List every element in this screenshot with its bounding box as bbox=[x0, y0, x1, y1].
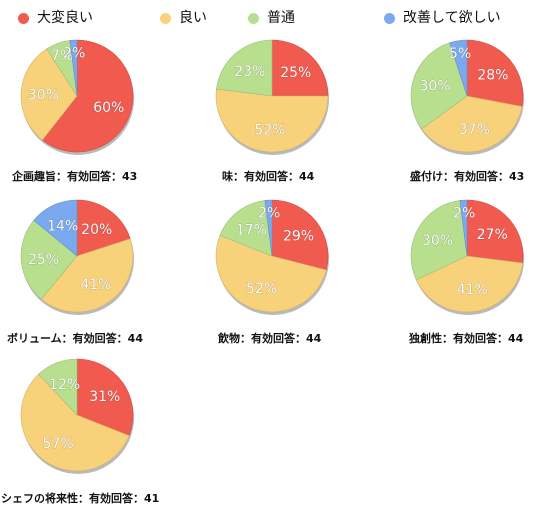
pie-chart-4: 20% 41% 25% 14% bbox=[11, 190, 143, 322]
pie-slice-label-great: 29% bbox=[283, 228, 314, 244]
pie-slice-label-good: 41% bbox=[80, 277, 111, 293]
pie-slice-good bbox=[215, 234, 327, 313]
pie-svg: 25% 52% 23% bbox=[215, 39, 329, 155]
pie-chart-3: 28% 37% 30% 5% bbox=[401, 30, 533, 162]
pie-slice-normal bbox=[410, 42, 468, 130]
pie-svg: 20% 41% 25% 14% bbox=[20, 199, 134, 315]
legend-item-great: 大変良い bbox=[18, 8, 93, 28]
pie-caption: 独創性：有効回答：44 bbox=[409, 332, 524, 345]
pie-slice-label-normal: 12% bbox=[49, 377, 80, 393]
legend-swatch-good bbox=[160, 12, 171, 24]
pie-slice-label-improve: 5% bbox=[449, 46, 471, 62]
pie-slice-label-normal: 30% bbox=[422, 233, 453, 249]
pie-caption: 企画趣旨：有効回答：43 bbox=[12, 170, 138, 183]
pie-chart-5: 29% 52% 17% 2% bbox=[206, 190, 338, 322]
pie-slice-normal bbox=[219, 200, 273, 257]
pie-slice-label-good: 52% bbox=[246, 281, 277, 297]
pie-slice-normal bbox=[216, 39, 273, 97]
pie-svg: 60% 30% 7%2% bbox=[20, 39, 134, 155]
pie-slice-label-improve: 14% bbox=[47, 219, 78, 235]
pie-slice-label-normal: 17% bbox=[236, 222, 267, 238]
pie-slice-label-normal: 30% bbox=[419, 79, 450, 95]
pie-slice-normal bbox=[20, 219, 78, 300]
pie-slice-label-great: 20% bbox=[81, 222, 112, 238]
pie-slice-label-good: 30% bbox=[28, 87, 59, 103]
pie-slice-label-great: 27% bbox=[477, 227, 508, 243]
legend-label-good: 良い bbox=[179, 10, 207, 26]
pie-slice-label-normal: 7% bbox=[51, 48, 73, 64]
pie-slice-normal bbox=[38, 358, 78, 416]
legend-label-normal: 普通 bbox=[267, 10, 295, 26]
pie-slice-great bbox=[466, 199, 524, 264]
legend-label-improve: 改善して欲しい bbox=[403, 10, 501, 26]
legend-swatch-normal bbox=[248, 12, 259, 24]
pie-slice-label-great: 60% bbox=[93, 100, 124, 116]
pie-slice-great bbox=[76, 358, 134, 437]
pie-caption: ボリューム：有効回答：44 bbox=[7, 332, 143, 345]
pie-slice-good bbox=[20, 373, 130, 472]
pie-slice-improve bbox=[33, 199, 78, 257]
pie-slice-great bbox=[76, 199, 131, 257]
pie-slice-label-normal: 25% bbox=[28, 252, 59, 268]
pie-slice-label-good: 41% bbox=[457, 282, 488, 298]
legend-swatch-great bbox=[18, 12, 29, 24]
pie-chart-6: 27% 41% 30% 2% bbox=[401, 190, 533, 322]
pie-slice-label-improve: 2% bbox=[453, 205, 475, 221]
pie-slice-good bbox=[415, 255, 523, 313]
pie-slice-label-great: 28% bbox=[477, 68, 508, 84]
pie-slice-improve bbox=[459, 199, 468, 257]
pie-chart-7: 31% 57% 12% bbox=[11, 349, 143, 481]
pie-slice-normal bbox=[410, 200, 468, 281]
pie-slice-great bbox=[271, 199, 329, 271]
pie-chart-2: 25% 52% 23% bbox=[206, 30, 338, 162]
pie-caption: 盛付け：有効回答：43 bbox=[410, 170, 525, 183]
pie-svg: 27% 41% 30%2% bbox=[410, 199, 524, 315]
pie-slice-good bbox=[40, 238, 134, 313]
legend: 大変良い 良い 普通 改善して欲しい bbox=[0, 8, 535, 28]
pie-caption: 飲物：有効回答：44 bbox=[218, 332, 322, 345]
pie-caption: 味：有効回答：44 bbox=[222, 170, 315, 183]
pie-slice-improve bbox=[449, 39, 468, 97]
pie-slice-label-great: 31% bbox=[89, 389, 120, 405]
pie-slice-label-good: 57% bbox=[43, 436, 74, 452]
pie-slice-label-good: 52% bbox=[254, 123, 285, 139]
pie-slice-improve bbox=[264, 199, 273, 257]
pie-svg: 29% 52% 17%2% bbox=[215, 199, 329, 315]
pie-slice-label-improve: 2% bbox=[63, 45, 85, 61]
pie-caption: シェフの将来性：有効回答：41 bbox=[1, 492, 160, 505]
pie-slice-great bbox=[41, 39, 134, 153]
pie-slice-label-normal: 23% bbox=[234, 64, 265, 80]
pie-slice-improve bbox=[69, 39, 78, 97]
legend-item-normal: 普通 bbox=[248, 8, 295, 28]
legend-swatch-improve bbox=[384, 12, 395, 24]
legend-item-improve: 改善して欲しい bbox=[384, 8, 501, 28]
pie-slice-label-great: 25% bbox=[280, 65, 311, 81]
pie-svg: 31% 57% 12% bbox=[20, 358, 134, 474]
pie-slice-great bbox=[271, 39, 329, 97]
pie-chart-1: 60% 30% 7% 2% bbox=[11, 30, 143, 162]
pie-slice-good bbox=[215, 88, 329, 153]
pie-slice-good bbox=[421, 95, 523, 153]
legend-label-great: 大変良い bbox=[37, 10, 93, 26]
pie-slice-label-improve: 2% bbox=[258, 205, 280, 221]
legend-item-good: 良い bbox=[160, 8, 207, 28]
pie-slice-great bbox=[466, 39, 524, 107]
pie-svg: 28% 37% 30% 5% bbox=[410, 39, 524, 155]
pie-slice-good bbox=[20, 48, 78, 141]
pie-slice-label-good: 37% bbox=[459, 122, 490, 138]
